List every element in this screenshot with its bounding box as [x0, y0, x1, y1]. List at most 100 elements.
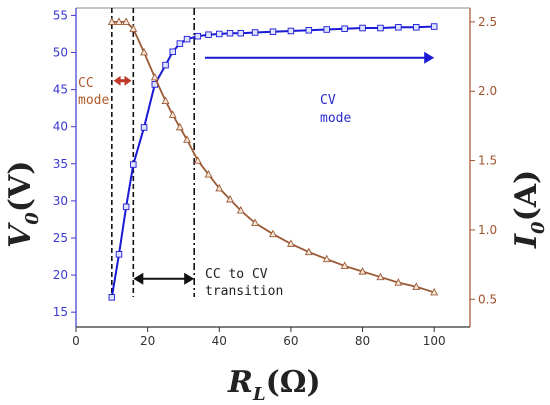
current-data-point	[376, 272, 385, 281]
plot-frame-layer	[75, 7, 471, 328]
left-y-tick-label: 25	[53, 231, 68, 245]
voltage-data-point	[162, 61, 169, 69]
left-y-tick-label: 15	[53, 305, 68, 319]
x-tick-label: 80	[355, 334, 370, 348]
voltage-data-point	[323, 26, 330, 33]
voltage-data-point	[140, 124, 148, 131]
current-data-point	[107, 17, 116, 25]
x-axis-title: RL(Ω)	[227, 365, 321, 405]
cv-mode-label-line2: mode	[320, 111, 351, 126]
voltage-data-point	[430, 23, 438, 30]
guide-lines-layer	[111, 8, 195, 297]
right-y-tick-label: 0.5	[478, 292, 497, 306]
voltage-data-point	[359, 24, 366, 32]
voltage-data-point	[130, 161, 137, 168]
transition-arrow-head-right	[184, 272, 195, 285]
current-data-point	[286, 239, 295, 247]
current-data-point	[115, 17, 123, 25]
cv-mode-arrow-head	[424, 51, 435, 64]
current-data-point	[129, 24, 138, 32]
left-axis-title-unit: (V)	[3, 161, 38, 213]
voltage-data-point	[122, 203, 130, 211]
x-tick-label: 100	[423, 334, 446, 348]
x-axis-title-unit: (Ω)	[266, 365, 321, 400]
x-axis-title-main: R	[227, 365, 253, 400]
voltage-data-point	[176, 40, 184, 47]
cc-mode-arrow-head-left	[113, 75, 121, 86]
left-axis-title-main: V	[3, 222, 38, 248]
voltage-data-point	[216, 30, 223, 38]
transition-arrow-head-left	[133, 272, 144, 285]
transition-label-line1: CC to CV	[205, 267, 268, 282]
left-axis-title-sub: 0	[22, 212, 43, 225]
voltage-data-point	[251, 29, 259, 36]
current-data-point	[322, 254, 331, 263]
current-data-point	[304, 247, 313, 256]
current-data-point	[236, 206, 245, 214]
axis-titles-layer: RL(Ω) V0(V) I0(A)	[3, 161, 549, 405]
left-y-tick-label: 20	[53, 268, 68, 282]
current-data-point	[150, 72, 159, 81]
annotation-layer: CC mode CV mode CC to CV transition	[78, 51, 435, 299]
voltage-data-point	[194, 32, 202, 40]
x-axis-title-sub: L	[252, 384, 266, 405]
current-data-point	[215, 183, 224, 192]
left-y-tick-label: 30	[53, 194, 68, 208]
ticks-layer: 0 20 40 60 80 100 15 20 25 30 35 40 45 50 55 0.5 1.0 1.5 2…	[53, 8, 497, 348]
right-y-tick-label: 2.0	[478, 84, 497, 98]
current-data-point	[226, 194, 234, 203]
voltage-data-point	[287, 27, 295, 35]
right-axis-title: I0(A)	[509, 170, 549, 249]
x-tick-label: 0	[72, 334, 80, 348]
cv-mode-label-line1: CV	[320, 93, 336, 108]
voltage-data-point	[226, 29, 234, 37]
left-axis-title: V0(V)	[3, 161, 43, 248]
voltage-data-point	[169, 48, 176, 56]
cc-mode-arrow-head-right	[124, 75, 132, 86]
current-data-point	[161, 96, 170, 104]
voltage-data-point	[183, 35, 191, 43]
left-y-tick-label: 55	[53, 8, 68, 22]
right-y-tick-label: 1.5	[478, 154, 497, 168]
right-axis-title-main: I	[509, 233, 544, 249]
current-series-line	[111, 20, 435, 294]
transition-label-line2: transition	[205, 284, 283, 299]
current-data-point	[183, 135, 191, 143]
voltage-series-line	[110, 25, 435, 298]
current-data-point	[175, 122, 184, 131]
voltage-data-point	[237, 29, 245, 37]
current-data-point	[340, 261, 349, 270]
left-y-tick-label: 45	[53, 83, 68, 97]
current-data-point	[122, 17, 131, 25]
right-y-tick-label: 1.0	[478, 223, 497, 237]
voltage-data-point	[377, 24, 384, 32]
voltage-data-point	[108, 294, 116, 301]
current-data-point	[193, 156, 202, 164]
current-data-point	[412, 282, 421, 290]
voltage-data-point	[305, 27, 313, 34]
current-data-point	[140, 47, 148, 56]
voltage-data-point	[395, 24, 402, 31]
cc-mode-label-line1: CC	[78, 76, 94, 91]
current-data-point	[430, 287, 439, 296]
current-data-point	[269, 229, 277, 238]
left-y-tick-label: 40	[53, 120, 68, 134]
voltage-data-point	[205, 31, 212, 38]
voltage-data-point	[269, 28, 277, 35]
voltage-data-point	[413, 24, 420, 31]
right-axis-title-sub: 0	[528, 221, 549, 234]
current-data-point	[394, 278, 403, 286]
left-y-tick-label: 50	[53, 46, 68, 60]
x-tick-label: 20	[140, 334, 155, 348]
right-y-tick-label: 2.5	[478, 15, 497, 29]
current-data-point	[204, 169, 213, 178]
x-tick-label: 60	[283, 334, 298, 348]
series-layer	[107, 17, 439, 301]
x-tick-label: 40	[212, 334, 227, 348]
voltage-data-point	[115, 251, 123, 258]
cc-mode-label-line2: mode	[78, 93, 109, 108]
current-data-point	[168, 110, 177, 118]
right-axis-title-unit: (A)	[509, 170, 544, 222]
voltage-data-point	[341, 25, 348, 33]
